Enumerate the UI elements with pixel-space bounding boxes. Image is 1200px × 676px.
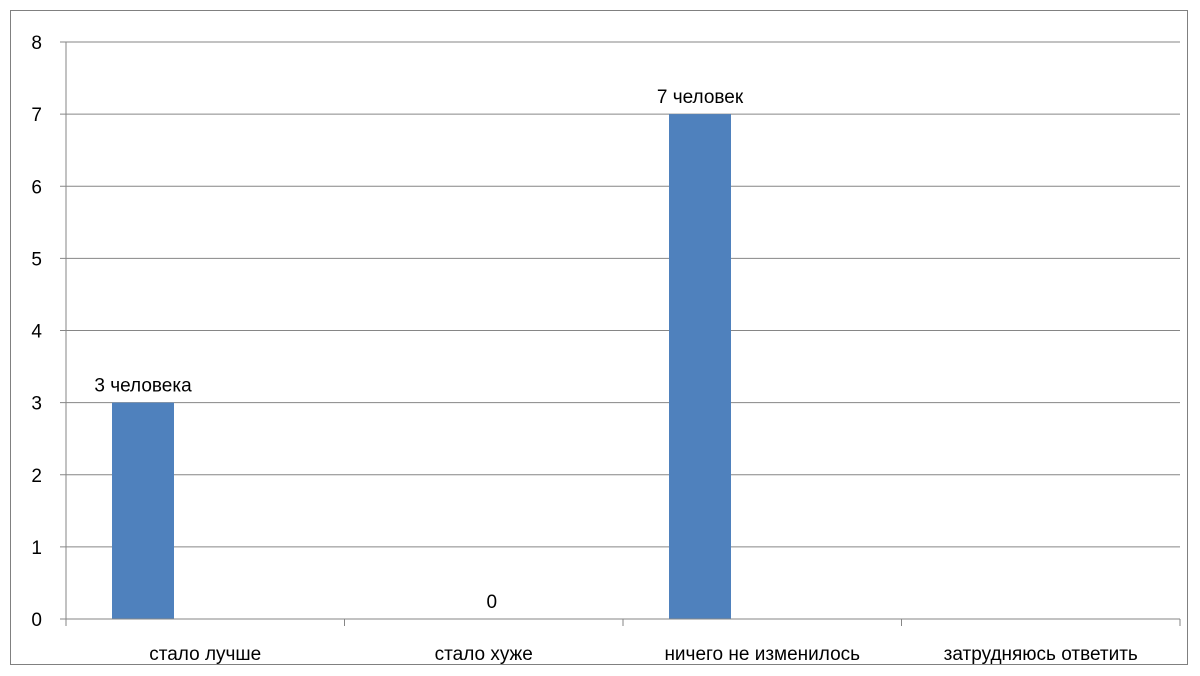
y-tick-label: 4	[31, 322, 42, 343]
bar	[669, 114, 731, 619]
y-axis-tick-labels: 0 1 2 3 4 5 6 7 8	[31, 33, 42, 631]
gridlines	[60, 41, 1180, 620]
y-tick-label: 1	[31, 538, 42, 559]
data-label: 0	[486, 592, 497, 613]
x-category-label: стало хуже	[435, 644, 533, 665]
y-tick-label: 3	[31, 394, 42, 415]
y-tick-label: 2	[31, 466, 42, 487]
data-label: 7 человек	[657, 87, 744, 108]
bars	[112, 114, 731, 619]
data-label: 3 человека	[94, 376, 192, 397]
chart-frame	[10, 10, 1188, 665]
x-axis: стало лучше стало хуже ничего не изменилос…	[65, 42, 1181, 665]
data-labels: 3 человека 0 7 человек	[94, 87, 743, 613]
x-category-label: затрудняюсь ответить	[944, 644, 1138, 665]
y-tick-label: 8	[31, 33, 42, 54]
y-tick-label: 5	[31, 249, 42, 270]
y-tick-label: 7	[31, 105, 42, 126]
y-tick-label: 6	[31, 177, 42, 198]
x-category-label: стало лучше	[149, 644, 261, 665]
y-tick-label: 0	[31, 610, 42, 631]
bar	[112, 402, 174, 619]
x-category-label: ничего не изменилось	[664, 644, 860, 665]
